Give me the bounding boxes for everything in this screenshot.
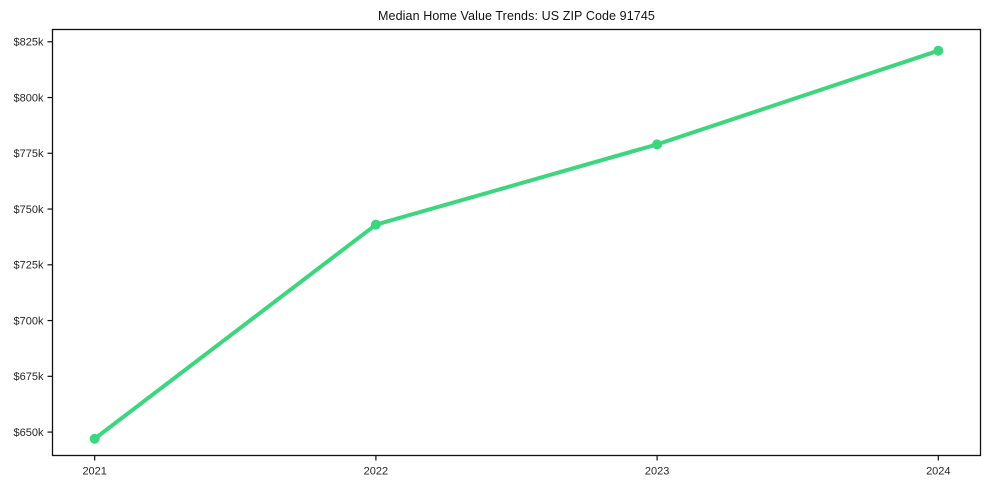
data-point-marker (370, 219, 381, 230)
data-point-marker (933, 45, 944, 56)
y-axis-tick-label: $775k (14, 148, 44, 160)
chart-title: Median Home Value Trends: US ZIP Code 91… (378, 9, 655, 23)
y-axis-tick-label: $825k (14, 37, 44, 49)
trend-line (92, 48, 941, 441)
data-point-marker (652, 139, 663, 150)
y-axis-tick-label: $700k (14, 315, 44, 327)
plot-border (51, 28, 982, 457)
y-axis-tick-label: $725k (14, 260, 44, 272)
y-axis-tick-label: $750k (14, 204, 44, 216)
y-axis-tick-label: $800k (14, 92, 44, 104)
x-axis-tick-label: 2023 (645, 466, 669, 478)
y-axis-tick-label: $650k (14, 427, 44, 439)
y-axis-tick-label: $675k (14, 371, 44, 383)
x-axis-tick-label: 2021 (82, 466, 106, 478)
x-axis-tick-label: 2024 (926, 466, 950, 478)
data-point-marker (89, 433, 100, 444)
x-axis-tick-label: 2022 (364, 466, 388, 478)
